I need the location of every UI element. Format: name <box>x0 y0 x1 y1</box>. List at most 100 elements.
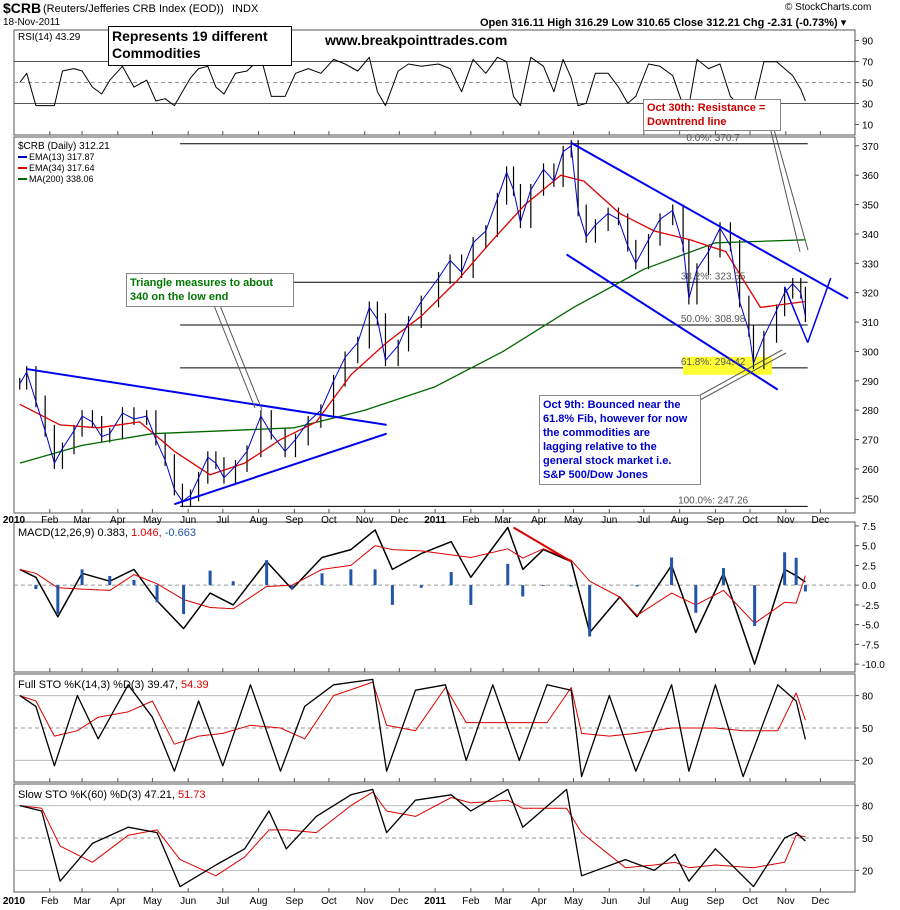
macd-signal-line <box>19 545 806 624</box>
x-tick-label: Mar <box>73 896 91 907</box>
oct9-pointer-2 <box>699 352 787 401</box>
x-tick-label: Aug <box>250 515 268 526</box>
macd-histogram-bar <box>290 585 294 590</box>
x-tick-label: Jun <box>180 515 196 526</box>
x-tick-label: Oct <box>321 515 337 526</box>
macd-histogram-bar <box>34 585 38 590</box>
x-tick-label: 2011 <box>424 896 446 907</box>
x-tick-label: Jul <box>637 896 650 907</box>
macd-divergence-line <box>513 526 572 563</box>
legend-0: EMA(13) 317.87 <box>29 152 95 162</box>
x-tick-label: Feb <box>41 515 59 526</box>
y-tick-label: 330 <box>862 259 879 270</box>
y-tick-label: 80 <box>862 692 874 703</box>
macd-histogram-bar <box>803 585 807 592</box>
y-tick-label: 20 <box>862 866 874 877</box>
macd-value-2: -0.663 <box>165 527 196 539</box>
x-tick-label: 2011 <box>424 515 446 526</box>
macd-histogram-bar <box>132 579 136 586</box>
fib-label: 61.8%: 294.42 <box>681 357 746 368</box>
y-tick-label: 30 <box>862 100 874 111</box>
x-tick-label: Jun <box>601 515 617 526</box>
slow-sto-title-value-1: 51.73 <box>178 789 206 801</box>
x-tick-label: May <box>143 515 162 526</box>
full-sto-title-value-0: 39.47, <box>147 679 181 691</box>
x-tick-label: Oct <box>321 896 337 907</box>
oct9-callout: Oct 9th: Bounced near the 61.8% Fib, how… <box>539 395 701 485</box>
fib-label: 50.0%: 308.98 <box>681 314 746 325</box>
y-tick-label: 90 <box>862 37 874 48</box>
y-tick-label: -5.0 <box>862 621 880 632</box>
triangle-pointer-2 <box>218 302 263 411</box>
chart-date: 18-Nov-2011 <box>3 17 61 28</box>
x-tick-label: Mar <box>495 896 513 907</box>
triangle-lower-trendline <box>174 432 387 506</box>
x-tick-label: Nov <box>777 515 795 526</box>
y-tick-label: 250 <box>862 494 879 505</box>
full-sto-title-value-1: 54.39 <box>181 679 209 691</box>
y-tick-label: 50 <box>862 834 874 845</box>
ohlc-readout: Open 316.11 High 316.29 Low 310.65 Close… <box>480 17 847 29</box>
x-tick-label: Dec <box>811 896 829 907</box>
x-tick-label: Apr <box>110 515 126 526</box>
x-tick-label: 2010 <box>3 515 26 526</box>
x-tick-label: Mar <box>495 515 513 526</box>
macd-histogram-bar <box>265 560 269 586</box>
fib-label: 0.0%: 370.7 <box>686 133 740 144</box>
x-tick-label: Feb <box>41 896 59 907</box>
macd-histogram-bar <box>449 572 453 586</box>
triangle-pointer-1 <box>212 302 256 409</box>
downtrend-support-line <box>566 253 779 391</box>
y-tick-label: 260 <box>862 465 879 476</box>
represents-callout: Represents 19 different Commodities <box>108 26 292 66</box>
price-title: $CRB (Daily) 312.21 <box>18 141 110 152</box>
symbol: $CRB <box>3 0 42 16</box>
macd-panel <box>13 521 856 673</box>
full-sto-d-line <box>19 681 806 745</box>
fib-highlight <box>683 356 772 375</box>
macd-histogram-bar <box>390 585 394 605</box>
x-tick-label: Nov <box>777 896 795 907</box>
macd-histogram-bar <box>182 585 186 615</box>
y-tick-label: 320 <box>862 289 879 300</box>
macd-histogram-bar <box>349 569 353 586</box>
x-tick-label: Dec <box>390 896 408 907</box>
macd-histogram-bar <box>542 585 546 586</box>
y-tick-label: 340 <box>862 230 879 241</box>
macd-histogram-bar <box>753 585 757 626</box>
y-tick-label: 10 <box>862 121 874 132</box>
oct9-pointer-1 <box>694 349 783 399</box>
y-tick-label: 360 <box>862 171 879 182</box>
macd-histogram-bar <box>783 552 787 586</box>
x-tick-label: Dec <box>811 515 829 526</box>
x-tick-label: Jun <box>180 896 196 907</box>
slow-sto-d-line <box>19 791 806 877</box>
x-tick-label: Aug <box>671 896 689 907</box>
y-tick-label: 2.5 <box>862 561 876 572</box>
projection-leg-1 <box>783 286 809 343</box>
macd-histogram-bar <box>419 585 423 588</box>
macd-histogram-bar <box>670 557 674 586</box>
x-tick-label: Feb <box>462 896 480 907</box>
x-tick-label: Nov <box>356 515 374 526</box>
x-tick-label: Jul <box>216 515 229 526</box>
y-tick-label: 5.0 <box>862 542 876 553</box>
oct30-pointer-1 <box>772 125 809 251</box>
index-name: (Reuters/Jefferies CRB Index (EOD)) <box>43 3 224 15</box>
ma200-line <box>19 239 806 464</box>
macd-histogram-bar <box>569 585 573 587</box>
macd-histogram-bar <box>320 573 324 586</box>
macd-histogram-bar <box>635 585 639 587</box>
site-url: www.breakpointtrades.com <box>325 32 508 48</box>
rsi-title: RSI(14) 43.29 <box>18 32 81 43</box>
macd-histogram-bar <box>521 585 525 597</box>
macd-histogram-bar <box>794 557 798 586</box>
x-tick-label: Jul <box>637 515 650 526</box>
downtrend-resistance-line <box>570 142 849 300</box>
full-sto-title: Full STO %K(14,3) %D(3) 39.47, 54.39 <box>18 679 209 691</box>
x-tick-label: Sep <box>285 515 303 526</box>
slow-sto-k-line <box>19 788 806 888</box>
y-tick-label: 370 <box>862 142 879 153</box>
